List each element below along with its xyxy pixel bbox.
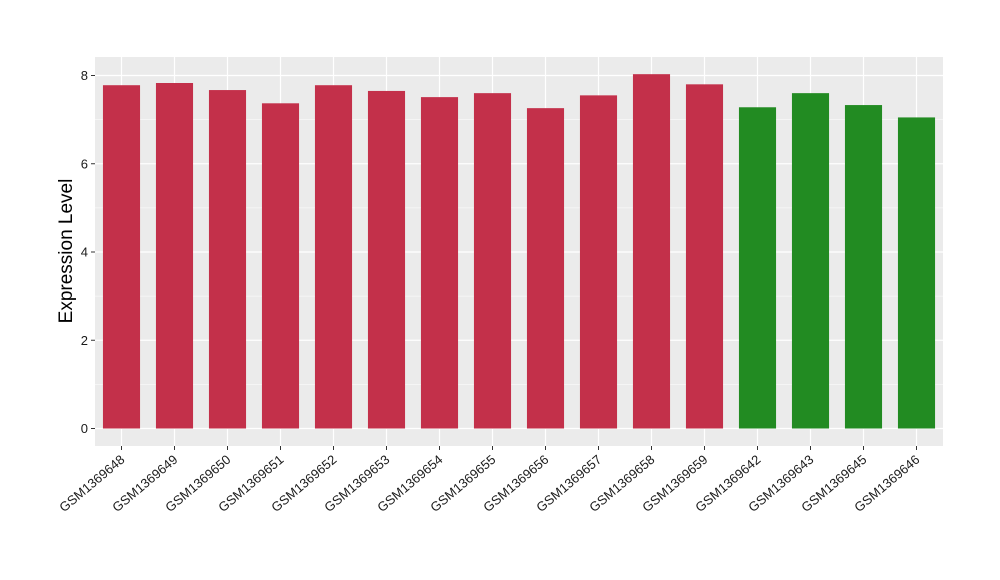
- y-tick-label: 8: [81, 68, 88, 83]
- bar-GSM1369656: [526, 108, 565, 429]
- bar-GSM1369654: [420, 97, 459, 429]
- y-tick-label: 4: [81, 245, 88, 260]
- bar-GSM1369658: [632, 74, 671, 429]
- y-tick-label: 0: [81, 421, 88, 436]
- bar-GSM1369648: [102, 85, 141, 429]
- bar-GSM1369653: [367, 90, 406, 429]
- y-tick-label: 2: [81, 333, 88, 348]
- bar-GSM1369650: [208, 90, 247, 429]
- bar-GSM1369642: [738, 107, 777, 429]
- bar-GSM1369652: [314, 85, 353, 429]
- bar-GSM1369657: [579, 95, 618, 429]
- bars: [102, 74, 936, 429]
- bar-GSM1369649: [155, 83, 194, 429]
- bar-GSM1369651: [261, 103, 300, 429]
- bar-GSM1369659: [685, 84, 724, 429]
- bar-GSM1369643: [791, 93, 830, 429]
- bar-GSM1369645: [844, 105, 883, 429]
- y-axis: 0 2 4 6 8: [81, 68, 95, 436]
- y-axis-title: Expression Level: [56, 179, 77, 324]
- bar-GSM1369646: [897, 117, 936, 429]
- bar-GSM1369655: [473, 93, 512, 429]
- y-tick-label: 6: [81, 156, 88, 171]
- x-axis: GSM1369648GSM1369649GSM1369650GSM1369651…: [56, 446, 922, 515]
